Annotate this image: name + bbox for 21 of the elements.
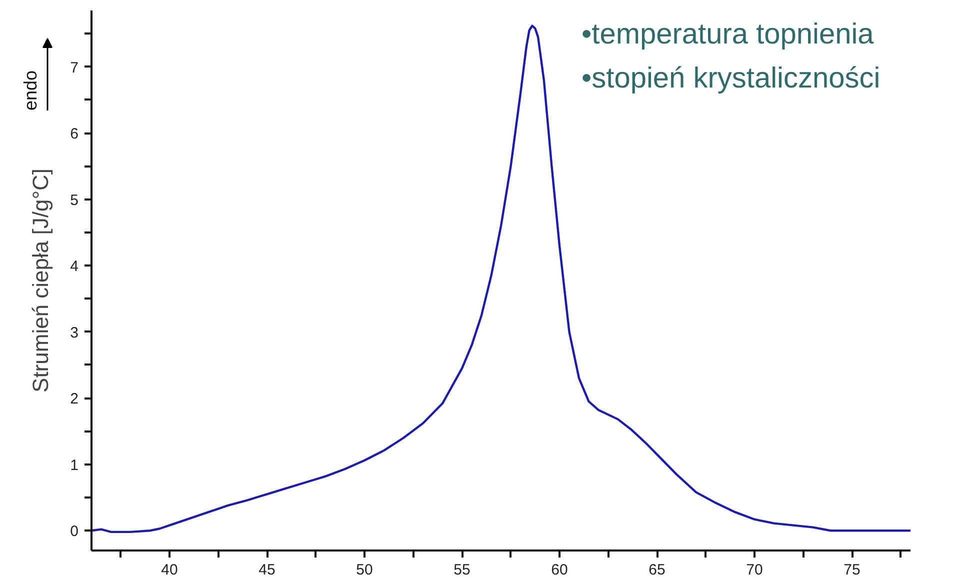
y-tick-label: 5 <box>70 192 78 209</box>
x-tick-label: 50 <box>356 562 373 578</box>
x-tick-label: 40 <box>161 562 178 578</box>
y-tick-label: 0 <box>70 523 78 540</box>
y-axis-title: Strumień ciepła [J/g°C] <box>28 168 54 392</box>
x-tick-label: 65 <box>648 562 666 578</box>
annotation: •stopień krystaliczności <box>582 62 880 94</box>
y-tick-label: 4 <box>70 258 78 276</box>
x-tick-label: 55 <box>454 562 470 578</box>
x-tick-label: 45 <box>258 562 276 578</box>
annotation: •temperatura topnienia <box>582 18 875 50</box>
x-tick-label: 70 <box>746 562 763 578</box>
x-tick-label: 60 <box>551 562 568 578</box>
y-tick-label: 1 <box>70 456 78 474</box>
line-series <box>90 24 910 534</box>
x-tick-label: 75 <box>844 562 860 578</box>
y-tick-label: 3 <box>70 324 78 342</box>
text: endo <box>20 70 40 110</box>
y-tick-label: 6 <box>70 126 78 143</box>
y-tick-label: 7 <box>70 59 78 76</box>
y-tick-label: 2 <box>70 390 78 408</box>
